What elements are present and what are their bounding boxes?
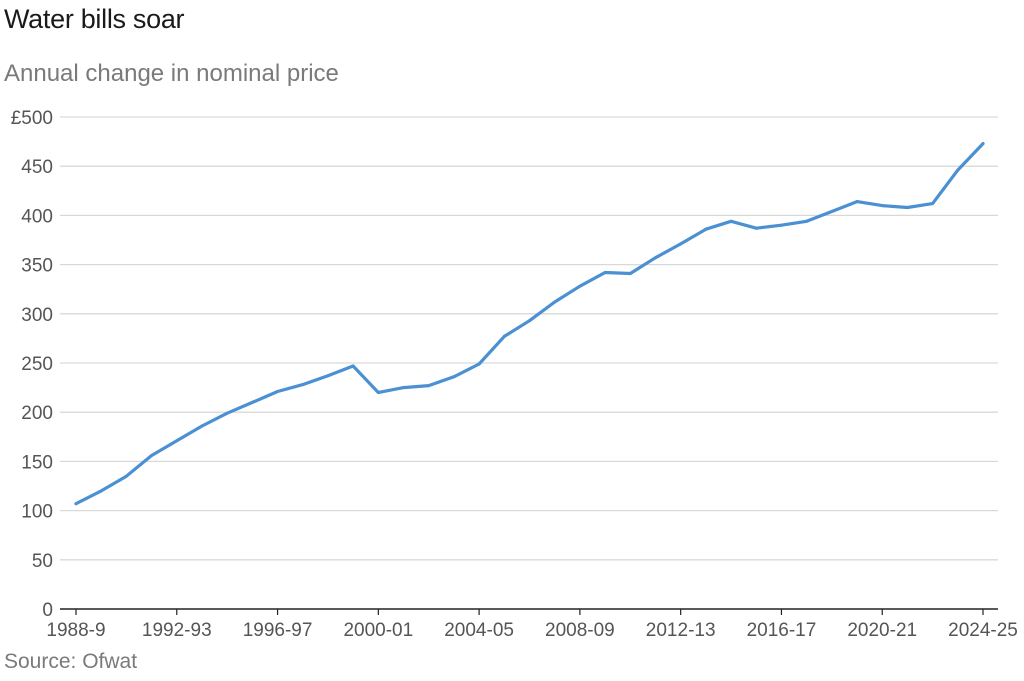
x-tick-label: 2024-25 — [948, 620, 1018, 641]
series-points — [74, 142, 985, 506]
data-point-2009-10 — [603, 270, 607, 274]
data-point-2000-01 — [376, 391, 380, 395]
y-tick-label: 50 — [32, 551, 53, 572]
x-tick-label: 1988-9 — [46, 620, 105, 641]
y-tick-label: 300 — [21, 305, 53, 326]
grid-lines — [60, 116, 998, 610]
data-point-2016-17 — [779, 223, 783, 227]
data-point-2020-21 — [880, 204, 884, 208]
y-tick-label: 450 — [21, 157, 53, 178]
data-point-1998-99 — [326, 374, 330, 378]
data-point-2024-25 — [981, 142, 985, 146]
data-point-2008-09 — [578, 284, 582, 288]
data-point-2001-02 — [402, 386, 406, 390]
data-point-1989-90 — [99, 489, 103, 493]
data-point-2019-20 — [855, 200, 859, 204]
x-tick-label: 2004-05 — [444, 620, 514, 641]
source-note: Source: Ofwat — [4, 650, 138, 673]
y-tick-label: 0 — [42, 600, 53, 621]
data-point-2018-19 — [830, 209, 834, 213]
x-tick-label: 2012-13 — [646, 620, 716, 641]
data-point-2014-15 — [729, 219, 733, 223]
chart-title: Water bills soar — [4, 4, 185, 34]
y-tick-label: 150 — [21, 452, 53, 473]
data-point-2010-11 — [628, 271, 632, 275]
data-point-1995-96 — [250, 400, 254, 404]
x-tick-label: 2008-09 — [545, 620, 615, 641]
data-point-1997-98 — [301, 383, 305, 387]
y-axis-ticks: 0 50 100 150 200 250 300 350 400 450 £500 — [11, 108, 53, 621]
data-point-1993-94 — [200, 424, 204, 428]
y-tick-label: 100 — [21, 502, 53, 523]
x-tick-label: 2020-21 — [847, 620, 917, 641]
x-tick-label: 1992-93 — [142, 620, 212, 641]
series-line — [74, 142, 985, 506]
data-point-1992-93 — [175, 439, 179, 443]
data-point-2006-07 — [528, 319, 531, 323]
data-point-2002-03 — [427, 384, 431, 388]
y-tick-label: 250 — [21, 354, 53, 375]
data-point-2023-24 — [956, 168, 960, 172]
data-point-1999-00 — [351, 364, 355, 368]
x-tick-label: 2016-17 — [747, 620, 817, 641]
x-tick-label: 2000-01 — [343, 620, 413, 641]
data-point-2017-18 — [805, 219, 809, 223]
data-point-2011-12 — [653, 256, 657, 260]
data-point-2004-05 — [477, 362, 481, 366]
x-tick-label: 1996-97 — [243, 620, 313, 641]
data-point-1990-91 — [124, 474, 128, 478]
data-point-2021-22 — [905, 206, 909, 210]
chart-subtitle: Annual change in nominal price — [4, 60, 339, 87]
y-tick-label: 350 — [21, 256, 53, 277]
x-axis-ticks: 1988-9 1992-93 1996-97 2000-01 2004-05 2008-0… — [46, 609, 1018, 641]
y-tick-label: 400 — [21, 206, 53, 227]
data-point-2015-16 — [754, 226, 758, 230]
data-point-2005-06 — [502, 334, 506, 338]
y-tick-label: 200 — [21, 403, 53, 424]
data-point-1991-92 — [150, 453, 154, 457]
data-point-1996-97 — [276, 390, 280, 394]
data-point-1994-95 — [225, 411, 229, 415]
data-point-2007-08 — [553, 300, 557, 304]
data-point-2013-14 — [704, 227, 708, 231]
data-point-2012-13 — [679, 242, 683, 246]
data-point-1988-9 — [74, 502, 78, 506]
data-point-2022-23 — [931, 202, 935, 206]
data-point-2003-04 — [452, 375, 456, 379]
y-tick-label: £500 — [11, 108, 53, 129]
series-lines — [74, 142, 985, 506]
